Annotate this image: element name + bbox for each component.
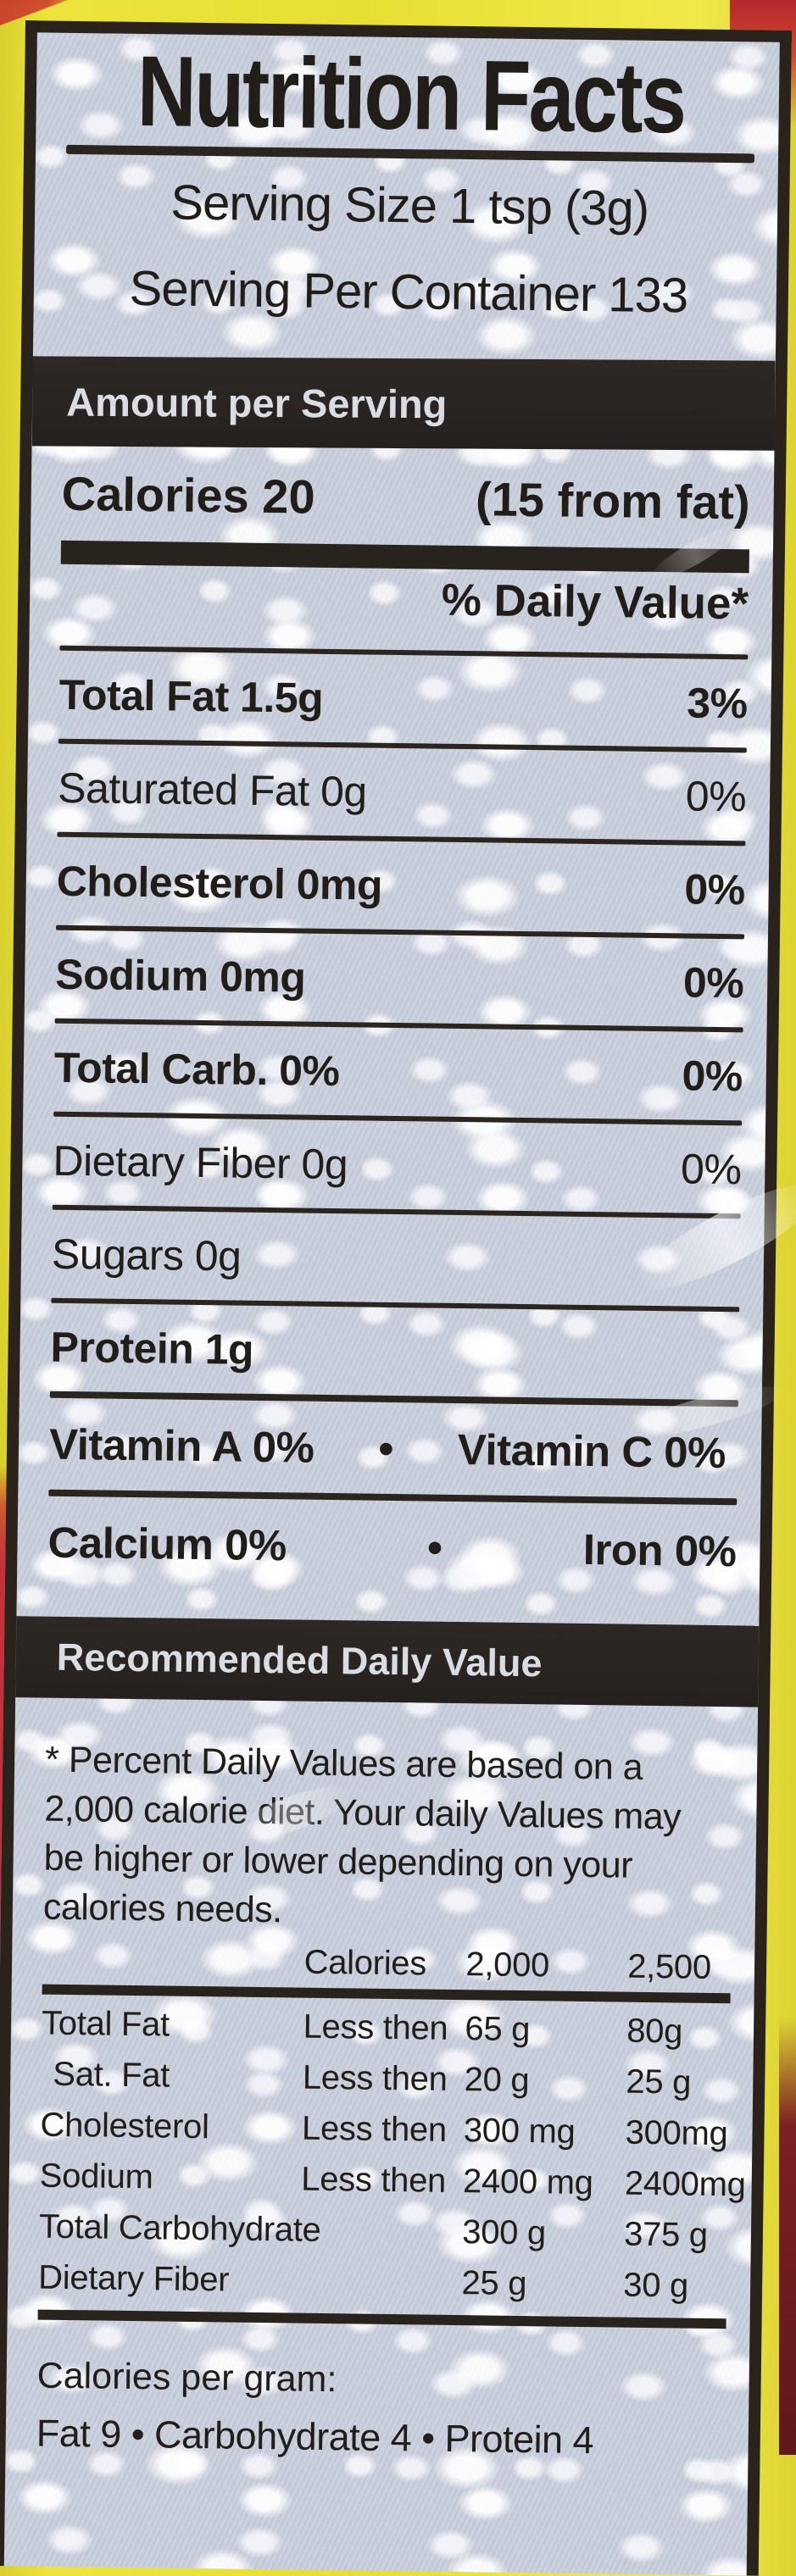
calories-per-gram-values: Fat 9 • Carbohydrate 4 • Protein 4 [36, 2411, 594, 2462]
nutrient-dv: 3% [686, 679, 748, 728]
daily-value-header: % Daily Value* [441, 575, 749, 630]
mineral-row: Calcium 0% • Iron 0% [47, 1496, 737, 1597]
nutrient-row: Total Fat 1.5g 3% [58, 651, 748, 748]
nutrient-name: Dietary Fiber 0g [53, 1136, 348, 1189]
nutrient-row: Protein 1g [50, 1303, 739, 1401]
table-row: Cholesterol Less then 300 mg 300mg [40, 2100, 729, 2160]
vitamin-a: Vitamin A 0% [48, 1419, 315, 1472]
nutrient-name: Total Fat 1.5g [58, 670, 324, 722]
recommended-daily-value-bar: Recommended Daily Value [15, 1616, 760, 1707]
table-cell: 25 g [461, 2263, 527, 2302]
nutrient-row: Saturated Fat 0g 0% [58, 744, 747, 841]
table-cell: Sat. Fat [53, 2055, 170, 2095]
nutrient-dv: 0% [685, 772, 747, 821]
footnote: * Percent Daily Values are based on a 2,… [42, 1739, 682, 1931]
table-cell: Less then [301, 2160, 447, 2200]
table-cell: Less then [302, 2058, 448, 2098]
nutrition-label: Nutrition Facts Serving Size 1 tsp (3g) … [0, 20, 793, 2576]
nutrient-dv: 0% [684, 865, 746, 914]
nutrient-name: Cholesterol 0mg [56, 857, 383, 909]
nutrient-name: Total Carb. 0% [53, 1043, 340, 1096]
amount-per-serving-label: Amount per Serving [66, 379, 448, 426]
nutrient-dv: 0% [680, 1145, 742, 1194]
recommended-daily-value-label: Recommended Daily Value [56, 1635, 543, 1685]
calories-per-gram-label: Calories per gram: [36, 2355, 337, 2401]
divider-thick [37, 2309, 726, 2329]
table-row: Dietary Fiber 25 g 30 g [38, 2252, 727, 2312]
table-cell: 25 g [626, 2062, 692, 2101]
table-row: Sat. Fat Less then 20 g 25 g [41, 2049, 730, 2109]
table-cell: 375 g [623, 2215, 709, 2254]
table-cell: Dietary Fiber [37, 2258, 230, 2299]
table-cell: 30 g [623, 2266, 689, 2305]
table-row: Total Carbohydrate 300 g 375 g [39, 2201, 728, 2262]
nutrient-row: Sodium 0mg 0% [55, 930, 744, 1028]
nutrient-dv: 0% [682, 958, 744, 1008]
table-cell: 2400mg [624, 2164, 746, 2204]
table-cell: Sodium [39, 2157, 153, 2196]
serving-size: Serving Size 1 tsp (3g) [170, 175, 649, 236]
nutrient-dv: 0% [682, 1052, 743, 1101]
table-header-cell: Calories [303, 1943, 427, 1983]
servings-per-container: Serving Per Container 133 [129, 260, 688, 324]
divider-thick [60, 540, 749, 574]
calories-row: Calories 20 (15 from fat) [61, 463, 750, 533]
calories-from-fat: (15 from fat) [475, 471, 751, 529]
amount-per-serving-bar: Amount per Serving [31, 356, 776, 451]
table-cell: 300 mg [463, 2111, 576, 2151]
bullet-separator: • [426, 1523, 443, 1572]
table-cell: 2400 mg [462, 2162, 593, 2201]
nutrient-row: Total Carb. 0% 0% [53, 1024, 743, 1121]
table-cell: 80g [626, 2012, 683, 2051]
table-row: Sodium Less then 2400 mg 2400mg [39, 2151, 746, 2211]
calcium: Calcium 0% [47, 1518, 287, 1569]
table-cell: Total Carbohydrate [38, 2207, 321, 2249]
vitamin-row: Vitamin A 0% • Vitamin C 0% [48, 1398, 738, 1499]
table-cell: 20 g [464, 2060, 530, 2099]
nutrient-row: Cholesterol 0mg 0% [56, 837, 745, 935]
nutrient-name: Saturated Fat 0g [57, 763, 368, 816]
label-title-wrap: Nutrition Facts [66, 35, 756, 155]
nutrient-row: Sugars 0g [51, 1210, 740, 1307]
table-cell: Less then [301, 2109, 448, 2149]
package-shadow-bottom-right [779, 2017, 796, 2455]
table-header-cell: 2,000 [465, 1945, 550, 1984]
table-header-cell [42, 1959, 304, 1963]
table-cell: 300 g [462, 2212, 547, 2251]
table-header-row: Calories 2,000 2,500 [42, 1935, 732, 1992]
calories-value: Calories 20 [61, 466, 316, 524]
table-cell: Less then [303, 2007, 448, 2047]
table-cell: Cholesterol [40, 2106, 209, 2146]
table-header-cell: 2,500 [626, 1947, 712, 1986]
label-title: Nutrition Facts [136, 35, 686, 155]
vitamin-c: Vitamin C 0% [457, 1424, 726, 1477]
table-cell: Total Fat [41, 2004, 170, 2044]
bullet-separator: • [378, 1424, 394, 1473]
iron: Iron 0% [582, 1524, 737, 1575]
nutrient-name: Sodium 0mg [54, 950, 306, 1002]
nutrient-name: Protein 1g [50, 1323, 254, 1374]
table-cell: 300mg [625, 2113, 728, 2152]
nutrient-row: Dietary Fiber 0g 0% [53, 1117, 742, 1214]
dv-table: Calories 2,000 2,500 Total Fat Less then… [37, 1935, 746, 2329]
table-row: Total Fat Less then 65 g 80g [42, 1998, 731, 2058]
nutrient-name: Sugars 0g [51, 1230, 242, 1280]
table-cell: 65 g [465, 2009, 531, 2048]
